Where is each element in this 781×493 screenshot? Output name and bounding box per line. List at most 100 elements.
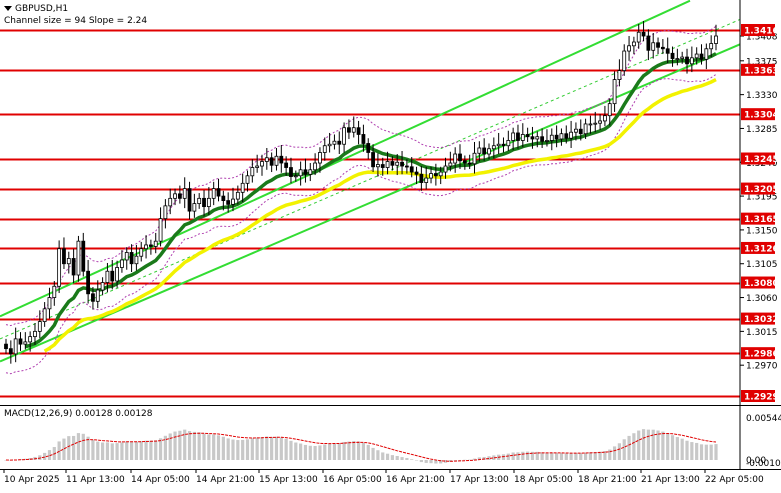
macd-hist-bar [67, 436, 71, 460]
candle-body [57, 248, 62, 287]
macd-hist-bar [559, 453, 564, 460]
level-badge [741, 108, 775, 121]
candle-body [52, 285, 57, 298]
macd-hist-bar [709, 444, 713, 460]
candle-body [603, 115, 607, 122]
macd-hist-bar [120, 442, 124, 460]
macd-hist-bar [405, 458, 409, 460]
macd-hist-bar [241, 439, 245, 460]
candle-body [81, 240, 86, 272]
x-tick-label: 11 Apr 13:00 [66, 475, 125, 485]
level-badge-label: 1.3205 [744, 185, 779, 195]
macd-hist-bar [231, 439, 235, 460]
macd-hist-bar [154, 440, 158, 460]
x-tick-label: 15 Apr 13:00 [259, 475, 318, 485]
macd-hist-bar [187, 431, 192, 460]
candle-body [376, 164, 380, 168]
channel-mid-line [0, 19, 741, 340]
envelope-lower-line [5, 73, 717, 375]
macd-hist-bar [216, 435, 221, 460]
macd-hist-bar [361, 442, 366, 460]
candle-body [535, 136, 540, 140]
candle-body [293, 175, 298, 178]
macd-hist-bar [550, 452, 554, 460]
macd-hist-bar [255, 437, 259, 460]
level-badge [741, 241, 775, 254]
candle-body [404, 165, 409, 168]
macd-hist-bar [598, 451, 602, 460]
candle-body [559, 133, 564, 140]
macd-hist-bar [695, 442, 699, 460]
candle-body [86, 270, 91, 295]
macd-hist-bar [337, 443, 341, 460]
macd-hist-bar [168, 433, 172, 460]
macd-hist-bar [43, 452, 47, 460]
macd-hist-bar [178, 430, 182, 460]
candle-body [134, 255, 139, 265]
candle-body [443, 165, 448, 173]
chart-menu-triangle-icon[interactable] [4, 6, 12, 11]
macd-hist-bar [545, 452, 549, 460]
macd-hist-bar [400, 457, 404, 460]
candle-body [491, 145, 496, 150]
macd-hist-bar [511, 452, 515, 460]
y-tick-label: 1.3285 [746, 125, 778, 135]
macd-hist-bar [516, 452, 520, 460]
macd-hist-bar [294, 442, 298, 460]
candle-body [255, 165, 260, 168]
macd-hist-bar [86, 436, 90, 460]
macd-hist-bar [226, 438, 230, 460]
macd-hist-bar [202, 433, 206, 460]
candle-body [105, 270, 110, 283]
macd-hist-bar [487, 456, 491, 460]
channel-lower-line [0, 43, 741, 363]
candle-body [694, 53, 699, 59]
candle-body [656, 42, 660, 48]
x-tick-label: 10 Apr 2025 [4, 475, 60, 485]
candle-body [264, 157, 269, 162]
macd-hist-bar [260, 437, 264, 460]
macd-axis-background [741, 407, 781, 469]
candle-body [453, 153, 458, 164]
candle-body [202, 197, 206, 208]
macd-hist-bar [328, 443, 332, 460]
candle-body [593, 122, 598, 125]
y-tick-label: 1.3150 [746, 226, 778, 236]
macd-hist-bar [661, 431, 665, 460]
macd-hist-bar [212, 434, 216, 460]
candle-body [487, 148, 491, 155]
candle-body [607, 103, 612, 117]
candle-body [458, 153, 462, 162]
candle-body [433, 173, 438, 177]
candle-body [627, 45, 631, 52]
level-badge [741, 212, 775, 225]
channel-upper-line [0, 0, 691, 318]
candle-body [477, 147, 482, 154]
candle-body [144, 244, 148, 250]
level-badge-label: 1.3080 [744, 279, 779, 289]
x-tick-label: 21 Apr 13:00 [641, 475, 700, 485]
macd-hist-bar [352, 441, 356, 460]
macd-hist-bar [308, 445, 312, 460]
candle-body [173, 193, 177, 199]
macd-hist-bar [207, 434, 211, 460]
x-tick-label: 14 Apr 21:00 [196, 475, 255, 485]
macd-hist-bar [47, 450, 52, 460]
candle-body [569, 131, 574, 139]
macd-signal-line [5, 432, 717, 462]
macd-hist-bar [313, 446, 317, 460]
candle-body [361, 134, 366, 144]
candle-body [153, 240, 158, 247]
candle-body [704, 48, 709, 60]
level-badge-label: 1.3126 [744, 244, 779, 254]
macd-hist-bar [555, 453, 559, 460]
candle-body [337, 140, 342, 145]
macd-hist-bar [472, 458, 477, 460]
candle-body [206, 197, 211, 208]
x-tick-label: 22 Apr 05:00 [705, 475, 764, 485]
macd-hist-bar [76, 433, 81, 460]
y-tick-label: 1.3060 [746, 294, 778, 304]
envelope-upper-line [5, 25, 717, 327]
candle-body [192, 203, 197, 212]
macd-hist-bar [236, 440, 240, 460]
